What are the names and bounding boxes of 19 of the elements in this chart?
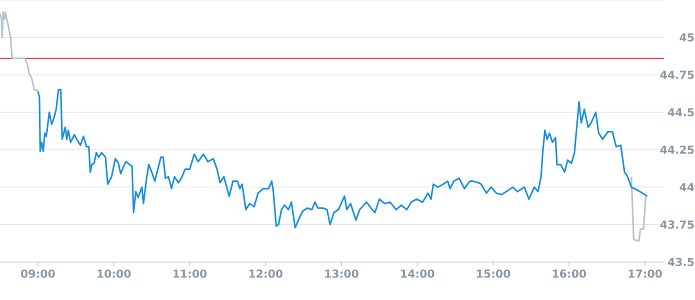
x-tick-label: 10:00 <box>98 270 131 278</box>
x-tick-label: 14:00 <box>401 270 434 278</box>
y-tick-label: 43.5 <box>668 258 694 266</box>
y-tick-label: 44.75 <box>660 70 694 79</box>
x-tick-label: 13:00 <box>325 270 358 278</box>
x-tick-label: 17:00 <box>628 270 662 278</box>
x-tick-label: 11:00 <box>174 270 207 278</box>
x-tick-label: 16:00 <box>552 270 586 278</box>
x-tick-label: 09:00 <box>21 270 55 278</box>
line-series <box>37 89 648 228</box>
y-tick-label: 45 <box>680 33 694 42</box>
x-tick-label: 12:00 <box>249 270 283 278</box>
line-series <box>0 11 39 92</box>
y-tick-label: 44.5 <box>668 108 694 116</box>
line-series <box>630 176 647 242</box>
y-tick-label: 43.75 <box>660 220 694 229</box>
y-tick-label: 44.25 <box>660 146 694 154</box>
y-tick-label: 44 <box>680 183 694 192</box>
x-tick-label: 15:00 <box>477 270 510 278</box>
